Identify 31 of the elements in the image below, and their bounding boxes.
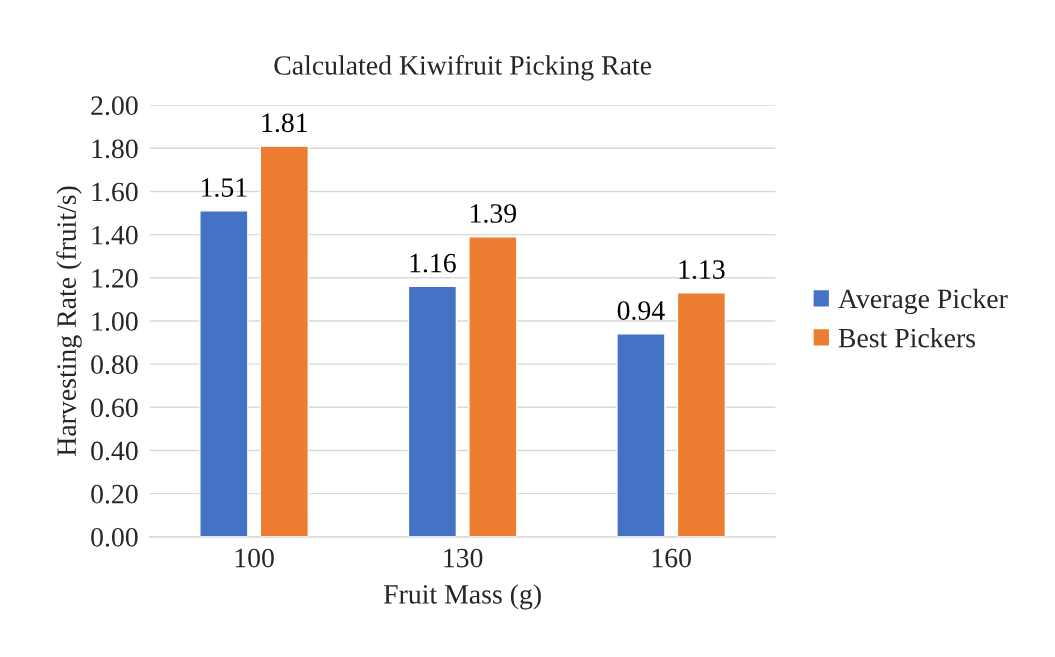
bar <box>676 292 727 537</box>
y-tick-label: 0.00 <box>91 527 138 547</box>
y-tick-label: 0.80 <box>91 355 138 375</box>
bar <box>407 285 458 537</box>
y-tick-label: 1.60 <box>92 182 138 202</box>
bar <box>616 333 666 537</box>
chart-title: Calculated Kiwifruit Picking Rate <box>274 55 652 81</box>
y-tick-label: 1.40 <box>92 225 138 245</box>
bar <box>199 210 249 537</box>
y-tick-label: 2.00 <box>91 96 138 116</box>
y-tick-label: 0.40 <box>91 441 138 461</box>
bar <box>468 236 518 537</box>
y-tick-label: 1.80 <box>92 139 138 159</box>
x-tick-label: 130 <box>444 548 483 568</box>
data-label: 1.51 <box>201 178 247 198</box>
x-tick-label: 100 <box>235 548 274 568</box>
data-label: 0.94 <box>617 301 665 321</box>
legend-label: Average Picker <box>838 288 1008 315</box>
y-tick-label: 0.20 <box>91 484 138 504</box>
data-label: 1.81 <box>262 113 307 133</box>
data-label: 1.13 <box>679 260 725 280</box>
x-axis-title: Fruit Mass (g) <box>383 584 541 610</box>
y-axis-title: Harvesting Rate (fruit/s) <box>56 186 82 456</box>
legend-label: Best Pickers <box>838 327 976 348</box>
x-tick-label: 160 <box>652 548 691 568</box>
y-tick-label: 0.60 <box>91 398 138 418</box>
bar <box>259 145 309 537</box>
data-label: 1.16 <box>410 253 456 273</box>
data-label: 1.39 <box>470 204 517 223</box>
y-tick-label: 1.00 <box>92 312 138 331</box>
y-tick-label: 1.20 <box>92 268 138 288</box>
